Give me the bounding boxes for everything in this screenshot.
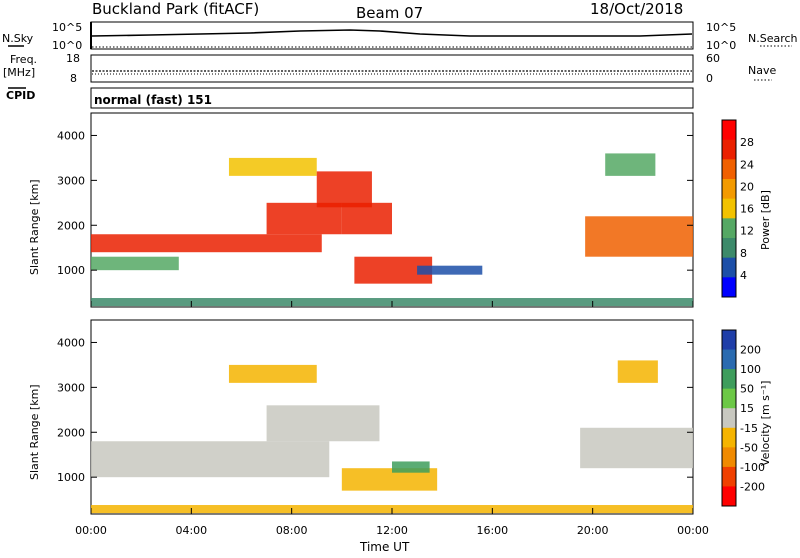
nsky-tick-top: 10^5: [52, 21, 82, 34]
nsky-trace: [92, 30, 692, 36]
x-tick-label: 04:00: [175, 524, 207, 537]
power-panel: 1000 2000 3000 4000 Slant Range [km]: [28, 113, 693, 307]
nsky-tick-bottom: 10^0: [52, 39, 82, 52]
x-tick-label: 00:00: [75, 524, 107, 537]
colorbar-swatch: [722, 467, 736, 487]
colorbar-swatch: [722, 238, 736, 258]
nsearch-tick-bottom: 10^0: [706, 39, 736, 52]
velocity-y-label: Slant Range [km]: [28, 384, 41, 480]
colorbar-tick-label: 28: [740, 136, 754, 149]
y-tick-label: 2000: [57, 219, 85, 232]
station-title: Buckland Park (fitACF): [92, 0, 259, 18]
velocity-panel: 1000 2000 3000 4000 Slant Range [km]: [28, 320, 693, 514]
x-tick-label: 08:00: [276, 524, 308, 537]
colorbar-tick-label: 50: [740, 383, 754, 396]
colorbar-tick-label: 20: [740, 180, 754, 193]
echo-region: [585, 216, 693, 256]
power-colorbar: 4 8 12 16 20 24 28: [722, 120, 754, 298]
y-tick-label: 4000: [57, 129, 85, 142]
echo-region: [91, 234, 322, 252]
colorbar-swatch: [722, 159, 736, 179]
colorbar-swatch: [722, 258, 736, 278]
x-tick-label: 12:00: [376, 524, 408, 537]
colorbar-swatch: [722, 389, 736, 409]
echo-region: [229, 365, 317, 383]
colorbar-swatch: [722, 218, 736, 238]
power-y-label: Slant Range [km]: [28, 179, 41, 275]
echo-region: [580, 428, 693, 468]
freq-panel: Freq. [MHz] 18 8 60 0 Nave: [3, 52, 776, 85]
nsearch-label: N.Search: [748, 32, 798, 45]
colorbar-swatch: [722, 179, 736, 199]
y-tick-label: 3000: [57, 174, 85, 187]
nsearch-tick-top: 10^5: [706, 21, 736, 34]
colorbar-swatch: [722, 330, 736, 350]
freq-tick-bottom: 8: [70, 72, 77, 85]
y-tick-label: 1000: [57, 264, 85, 277]
date-label: 18/Oct/2018: [590, 0, 683, 18]
x-tick-label: 20:00: [577, 524, 609, 537]
y-tick-label: 1000: [57, 471, 85, 484]
cpid-label: CPID: [6, 89, 35, 102]
x-axis-label: Time UT: [359, 540, 410, 554]
freq-unit: [MHz]: [3, 66, 35, 79]
nsky-panel: N.Sky 10^5 10^0 10^5 10^0 N.Search: [2, 21, 798, 52]
colorbar-tick-label: -200: [740, 480, 765, 493]
nave-tick-top: 60: [706, 52, 720, 65]
echo-region: [229, 158, 317, 176]
colorbar-swatch: [722, 408, 736, 428]
colorbar-tick-label: 4: [740, 269, 747, 282]
echo-region: [605, 153, 655, 175]
echo-region: [417, 266, 482, 275]
velocity-colorbar-label: Velocity [m s⁻¹]: [759, 381, 772, 466]
colorbar-swatch: [722, 486, 736, 506]
colorbar-tick-label: 12: [740, 225, 754, 238]
colorbar-tick-label: 16: [740, 203, 754, 216]
cpid-value: normal (fast) 151: [94, 93, 212, 107]
colorbar-swatch: [722, 447, 736, 467]
echo-region: [342, 203, 392, 234]
cpid-panel: CPID normal (fast) 151: [6, 88, 693, 108]
beam-label: Beam 07: [356, 4, 423, 22]
nave-label: Nave: [748, 64, 776, 77]
colorbar-swatch: [722, 369, 736, 389]
x-tick-label: 00:00: [677, 524, 709, 537]
colorbar-tick-label: 100: [740, 363, 761, 376]
colorbar-tick-label: 8: [740, 247, 747, 260]
nsky-label: N.Sky: [2, 32, 34, 45]
colorbar-swatch: [722, 350, 736, 370]
colorbar-tick-label: 24: [740, 158, 754, 171]
nave-tick-bottom: 0: [706, 72, 713, 85]
colorbar-swatch: [722, 140, 736, 160]
colorbar-swatch: [722, 428, 736, 448]
colorbar-tick-label: 15: [740, 402, 754, 415]
echo-region: [618, 360, 658, 382]
echo-region: [267, 203, 342, 234]
y-tick-label: 2000: [57, 426, 85, 439]
x-tick-label: 16:00: [476, 524, 508, 537]
power-colorbar-label: Power [dB]: [759, 190, 772, 250]
colorbar-tick-label: -15: [740, 422, 758, 435]
echo-region: [267, 405, 380, 441]
freq-label: Freq.: [10, 53, 37, 66]
y-tick-label: 4000: [57, 336, 85, 349]
colorbar-swatch: [722, 120, 736, 140]
colorbar-swatch: [722, 277, 736, 297]
echo-region: [91, 441, 329, 477]
colorbar-tick-label: -50: [740, 441, 758, 454]
echo-region: [392, 461, 430, 472]
echo-region: [317, 171, 372, 207]
colorbar-tick-label: 200: [740, 344, 761, 357]
freq-tick-top: 18: [66, 52, 80, 65]
echo-region: [91, 257, 179, 270]
colorbar-swatch: [722, 199, 736, 219]
y-tick-label: 3000: [57, 381, 85, 394]
